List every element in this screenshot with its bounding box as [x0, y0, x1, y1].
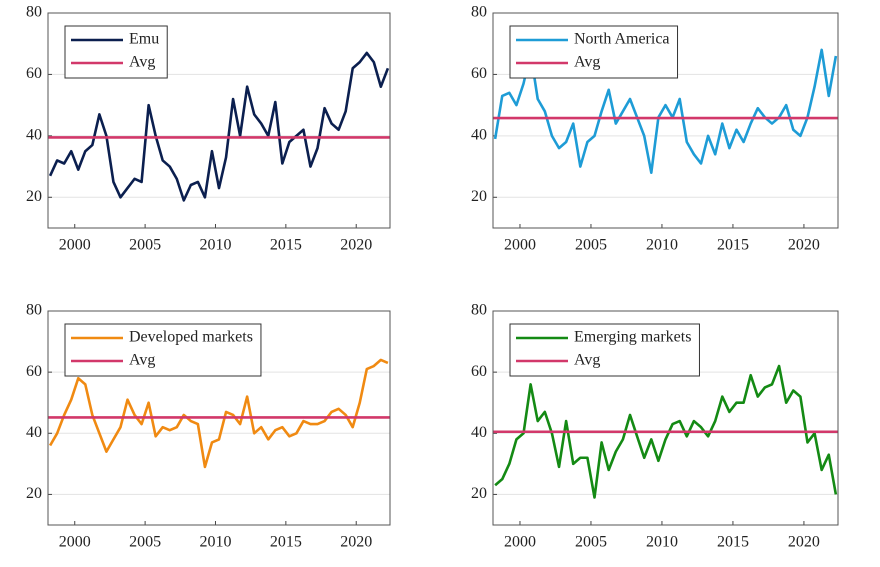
- x-tick-label: 2000: [59, 237, 91, 254]
- x-tick-label: 2000: [504, 534, 536, 551]
- legend-label: Avg: [129, 352, 155, 369]
- x-tick-label: 2010: [199, 534, 231, 551]
- legend-label: Avg: [574, 54, 600, 71]
- y-tick-label: 60: [471, 65, 487, 82]
- legend-box: [509, 323, 700, 377]
- x-tick-label: 2015: [717, 237, 749, 254]
- y-tick-label: 60: [471, 363, 487, 380]
- axes-frame: [47, 12, 391, 229]
- x-tick-label: 2010: [199, 237, 231, 254]
- y-tick-label: 20: [26, 188, 42, 205]
- legend-label: Avg: [129, 54, 155, 71]
- y-tick-label: 20: [471, 188, 487, 205]
- y-tick-label: 40: [471, 127, 487, 144]
- series-line: [48, 358, 389, 469]
- x-tick-label: 2015: [270, 237, 302, 254]
- y-tick-label: 60: [26, 363, 42, 380]
- x-tick-label: 2020: [788, 534, 820, 551]
- series-line: [48, 51, 390, 202]
- legend-label: Emu: [129, 31, 159, 48]
- x-tick-label: 2020: [788, 237, 820, 254]
- y-tick-label: 20: [471, 485, 487, 502]
- x-tick-label: 2015: [270, 534, 302, 551]
- y-tick-label: 40: [471, 424, 487, 441]
- x-tick-label: 2005: [129, 534, 161, 551]
- axes-frame: [47, 310, 391, 526]
- legend-label: Emerging markets: [574, 329, 691, 346]
- x-tick-label: 2000: [59, 534, 91, 551]
- legend-label: Developed markets: [129, 329, 253, 346]
- x-tick-label: 2010: [646, 237, 678, 254]
- legend-box: [64, 323, 262, 377]
- x-tick-label: 2005: [575, 237, 607, 254]
- x-tick-label: 2010: [646, 534, 678, 551]
- x-tick-label: 2005: [575, 534, 607, 551]
- axes-frame: [492, 310, 839, 526]
- x-tick-label: 2015: [717, 534, 749, 551]
- legend-label: Avg: [574, 352, 600, 369]
- y-tick-label: 80: [471, 4, 487, 21]
- legend-label: North America: [574, 31, 670, 48]
- x-tick-label: 2005: [129, 237, 161, 254]
- legend-box: [509, 25, 679, 79]
- x-tick-label: 2020: [340, 237, 372, 254]
- y-tick-label: 40: [26, 424, 42, 441]
- x-tick-label: 2000: [504, 237, 536, 254]
- y-tick-label: 20: [26, 485, 42, 502]
- x-tick-label: 2020: [340, 534, 372, 551]
- axes-frame: [492, 12, 839, 229]
- series-line: [494, 364, 838, 499]
- y-tick-label: 60: [26, 65, 42, 82]
- y-tick-label: 80: [26, 302, 42, 319]
- legend-box: [64, 25, 168, 79]
- y-tick-label: 80: [471, 302, 487, 319]
- y-tick-label: 80: [26, 4, 42, 21]
- y-tick-label: 40: [26, 127, 42, 144]
